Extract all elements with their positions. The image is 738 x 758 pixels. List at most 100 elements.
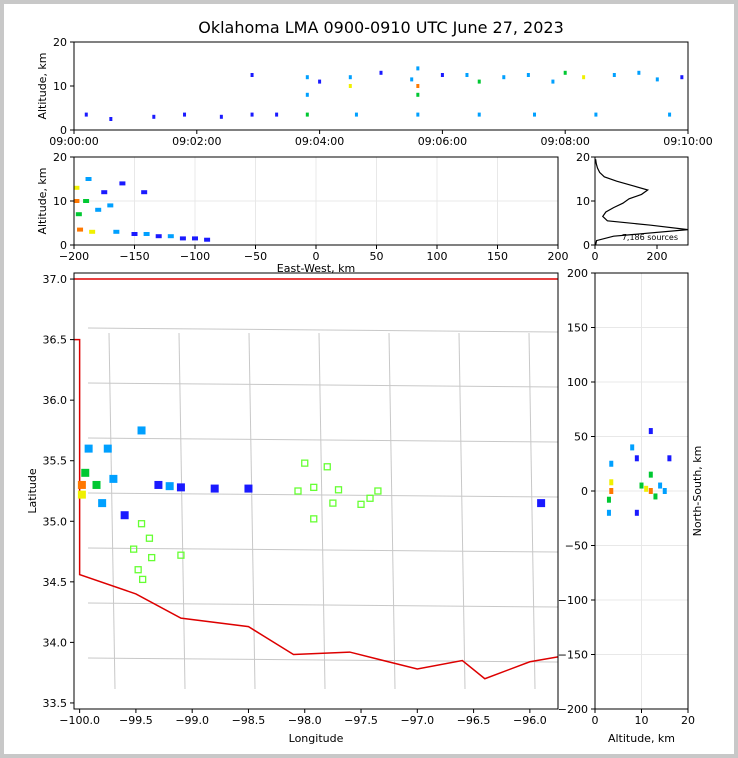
- lma-station-marker: [329, 499, 337, 507]
- lma-station-marker: [334, 486, 343, 494]
- ns-xlabel: Altitude, km: [608, 732, 675, 745]
- source-cell: [77, 490, 86, 499]
- latitude-axis-tick-label: 36.5: [43, 334, 68, 347]
- source-count-annotation: 7,186 sources: [622, 233, 678, 242]
- longitude-axis-tick-label: −97.5: [344, 714, 378, 727]
- histogram-count-axis-tick-label: 0: [592, 250, 599, 263]
- source-cell: [416, 112, 420, 117]
- latitude-axis-tick-label: 37.0: [43, 273, 68, 286]
- source-cell: [379, 70, 383, 75]
- lma-station-marker: [366, 494, 374, 502]
- source-cell: [416, 84, 420, 88]
- source-cell: [658, 482, 663, 489]
- lma-station-marker: [294, 487, 302, 495]
- longitude-axis-tick-label: −97.0: [400, 714, 434, 727]
- source-cell: [192, 236, 198, 241]
- time-height-frame: [73, 41, 689, 131]
- altitude-axis-tick-label: 0: [60, 124, 67, 137]
- source-cell: [113, 229, 120, 234]
- source-cell: [101, 190, 108, 195]
- ew-ylabel: Altitude, km: [36, 167, 49, 234]
- source-cell: [630, 444, 635, 451]
- source-cell: [83, 199, 90, 203]
- source-cell: [109, 474, 118, 483]
- source-cell: [416, 92, 420, 97]
- source-cell: [77, 227, 84, 232]
- ns-altitude-axis-tick-label: 10: [635, 714, 649, 727]
- county-boundary: [87, 547, 558, 553]
- longitude-axis-tick-label: −98.5: [232, 714, 266, 727]
- ew-axis-tick-label: −200: [59, 250, 89, 263]
- source-cell: [120, 511, 129, 520]
- source-cell: [612, 73, 616, 77]
- source-cell: [354, 112, 358, 117]
- time-axis-tick-label: 09:04:00: [295, 135, 344, 148]
- source-cell: [75, 212, 82, 217]
- ns-tick-label: −200: [558, 703, 588, 716]
- source-cell: [609, 460, 614, 467]
- ew-axis-tick-label: 150: [487, 250, 508, 263]
- ns-ylabel: North-South, km: [691, 446, 704, 537]
- figure-canvas: Oklahoma LMA 0900-0910 UTC June 27, 2023…: [4, 4, 734, 754]
- county-boundary: [87, 437, 558, 443]
- source-cell: [609, 488, 614, 494]
- latitude-axis-tick-label: 35.0: [43, 515, 68, 528]
- source-cell: [89, 229, 96, 234]
- source-cell: [244, 484, 253, 493]
- source-cell: [305, 92, 309, 97]
- county-boundary: [178, 332, 186, 690]
- source-cell: [176, 483, 185, 492]
- ew-axis-tick-label: 100: [427, 250, 448, 263]
- source-cell: [667, 455, 672, 462]
- longitude-axis-tick-label: −96.0: [513, 714, 547, 727]
- lma-station-marker: [130, 545, 138, 553]
- source-cell: [84, 444, 93, 453]
- lma-station-marker: [323, 463, 331, 471]
- ns-tick-label: −50: [565, 540, 588, 553]
- ew-axis-tick-label: 50: [370, 250, 384, 263]
- source-cell: [606, 496, 611, 503]
- histogram-altitude-tick-label: 0: [583, 239, 590, 252]
- source-cell: [81, 468, 90, 477]
- time-axis-tick-label: 09:08:00: [540, 135, 589, 148]
- source-cell: [477, 79, 481, 84]
- source-cell: [250, 73, 254, 77]
- county-boundary: [87, 382, 558, 388]
- source-cell: [152, 114, 156, 119]
- source-cell: [637, 70, 641, 75]
- source-cell: [410, 77, 414, 82]
- latitude-axis-tick-label: 33.5: [43, 697, 68, 710]
- ew-xlabel: East-West, km: [277, 262, 355, 275]
- lma-station-marker: [139, 575, 147, 584]
- source-cell: [440, 73, 444, 77]
- lma-station-marker: [134, 566, 142, 574]
- source-cell: [648, 488, 653, 494]
- lma-station-marker: [310, 515, 318, 523]
- time-axis-tick-label: 09:02:00: [172, 135, 221, 148]
- lma-station-marker: [301, 459, 309, 467]
- plan-view-frame: [73, 272, 559, 710]
- source-cell: [502, 75, 506, 80]
- county-boundary: [87, 327, 558, 333]
- source-cell: [92, 480, 101, 489]
- source-cell: [131, 232, 138, 236]
- ns-tick-label: 200: [567, 267, 588, 280]
- source-cell: [606, 509, 611, 516]
- county-boundary: [87, 657, 558, 663]
- source-cell: [537, 499, 546, 508]
- latitude-axis-tick-label: 36.0: [43, 394, 68, 407]
- source-cell: [668, 112, 672, 117]
- county-boundary: [528, 332, 536, 690]
- ew-axis-tick-label: −100: [180, 250, 210, 263]
- county-boundary: [248, 332, 256, 690]
- time-axis-tick-label: 09:00:00: [49, 135, 98, 148]
- source-cell: [77, 480, 86, 489]
- histogram-altitude-tick-label: 10: [576, 195, 590, 208]
- ew-axis-tick-label: 200: [548, 250, 569, 263]
- source-cell: [204, 237, 211, 242]
- lma-station-marker: [374, 487, 382, 495]
- longitude-axis-tick-label: −99.0: [175, 714, 209, 727]
- latitude-axis-tick-label: 35.5: [43, 455, 68, 468]
- ns-altitude-axis-tick-label: 20: [681, 714, 695, 727]
- figure-title: Oklahoma LMA 0900-0910 UTC June 27, 2023: [198, 18, 564, 37]
